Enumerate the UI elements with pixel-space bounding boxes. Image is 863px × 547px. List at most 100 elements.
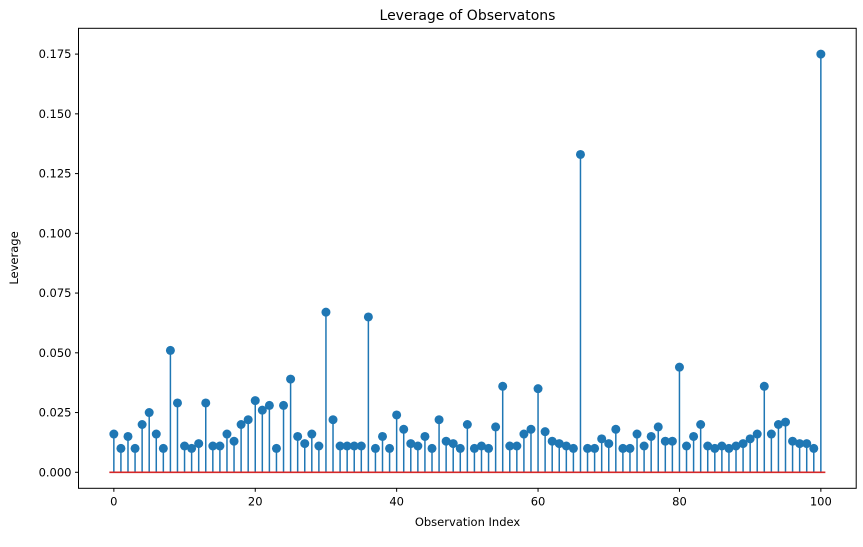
- stem-marker: [476, 441, 486, 451]
- stem-marker: [215, 441, 225, 451]
- stem-marker: [745, 434, 755, 444]
- stem-marker: [116, 443, 126, 453]
- y-tick-label: 0.125: [39, 167, 72, 181]
- stem-marker: [264, 400, 274, 410]
- stem-marker: [498, 381, 508, 391]
- stem-marker: [201, 398, 211, 408]
- stem-marker: [625, 443, 635, 453]
- stem-marker: [639, 441, 649, 451]
- stem-marker: [696, 419, 706, 429]
- stem-marker: [759, 381, 769, 391]
- stem-marker: [604, 439, 614, 449]
- stem-marker: [236, 419, 246, 429]
- stem-marker: [583, 443, 593, 453]
- stem-marker: [172, 398, 182, 408]
- stem-marker: [682, 441, 692, 451]
- stem-marker: [512, 441, 522, 451]
- stem-marker: [370, 443, 380, 453]
- stem-marker: [349, 441, 359, 451]
- stem-marker: [752, 429, 762, 439]
- plot-border: [78, 27, 857, 489]
- y-tick-label: 0.075: [39, 286, 72, 300]
- stem-marker: [469, 443, 479, 453]
- stem-marker: [392, 410, 402, 420]
- y-tick-label: 0.175: [39, 47, 72, 61]
- x-tick-label: 100: [810, 494, 832, 508]
- stem-marker: [448, 439, 458, 449]
- stem-marker: [158, 443, 168, 453]
- stem-marker: [526, 424, 536, 434]
- stem-marker: [194, 439, 204, 449]
- y-tick-label: 0.050: [39, 346, 72, 360]
- stem-marker: [674, 362, 684, 372]
- stem-marker: [724, 443, 734, 453]
- stem-marker: [575, 149, 585, 159]
- stem-marker: [180, 441, 190, 451]
- x-tick-label: 0: [110, 494, 117, 508]
- stem-marker: [773, 419, 783, 429]
- stem-marker: [547, 436, 557, 446]
- stem-marker: [279, 400, 289, 410]
- stem-marker: [441, 436, 451, 446]
- x-tick-label: 40: [389, 494, 404, 508]
- stem-marker: [689, 431, 699, 441]
- stem-marker: [660, 436, 670, 446]
- stem-marker: [646, 431, 656, 441]
- stem-marker: [257, 405, 267, 415]
- stem-marker: [802, 439, 812, 449]
- stem-marker: [533, 384, 543, 394]
- stem-marker: [151, 429, 161, 439]
- stem-marker: [766, 429, 776, 439]
- y-tick-label: 0.150: [39, 107, 72, 121]
- stem-marker: [222, 429, 232, 439]
- stem-marker: [144, 408, 154, 418]
- stem-marker: [568, 443, 578, 453]
- stem-marker: [378, 431, 388, 441]
- stem-marker: [717, 441, 727, 451]
- stem-marker: [434, 415, 444, 425]
- stem-marker: [667, 436, 677, 446]
- stem-marker: [385, 443, 395, 453]
- stem-marker: [618, 443, 628, 453]
- stem-marker: [130, 443, 140, 453]
- stem-marker: [250, 396, 260, 406]
- stem-marker: [703, 441, 713, 451]
- y-tick-label: 0.000: [39, 465, 72, 479]
- stem-marker: [597, 434, 607, 444]
- chart-title: Leverage of Observatons: [379, 8, 556, 24]
- stem-marker: [165, 345, 175, 355]
- stem-marker: [243, 415, 253, 425]
- stem-marker: [356, 441, 366, 451]
- stem-marker: [484, 443, 494, 453]
- stem-marker: [590, 443, 600, 453]
- stem-marker: [738, 439, 748, 449]
- x-tick-label: 60: [531, 494, 546, 508]
- stem-marker: [363, 312, 373, 322]
- stem-marker: [519, 429, 529, 439]
- stem-marker: [342, 441, 352, 451]
- x-tick-label: 20: [248, 494, 263, 508]
- stem-marker: [123, 431, 133, 441]
- stem-marker: [554, 439, 564, 449]
- stem-marker: [406, 439, 416, 449]
- stem-marker: [505, 441, 515, 451]
- x-tick-label: 80: [672, 494, 687, 508]
- stem-marker: [399, 424, 409, 434]
- stem-marker: [795, 439, 805, 449]
- stem-marker: [328, 415, 338, 425]
- stem-marker: [653, 422, 663, 432]
- stem-marker: [731, 441, 741, 451]
- stem-marker: [300, 439, 310, 449]
- stem-marker: [611, 424, 621, 434]
- stem-marker: [420, 431, 430, 441]
- stem-marker: [307, 429, 317, 439]
- stem-marker: [710, 443, 720, 453]
- stem-marker: [208, 441, 218, 451]
- stem-marker: [229, 436, 239, 446]
- stem-marker: [271, 443, 281, 453]
- y-axis-label: Leverage: [7, 231, 21, 285]
- y-tick-label: 0.100: [39, 226, 72, 240]
- x-axis-label: Observation Index: [414, 515, 521, 529]
- stem-marker: [293, 431, 303, 441]
